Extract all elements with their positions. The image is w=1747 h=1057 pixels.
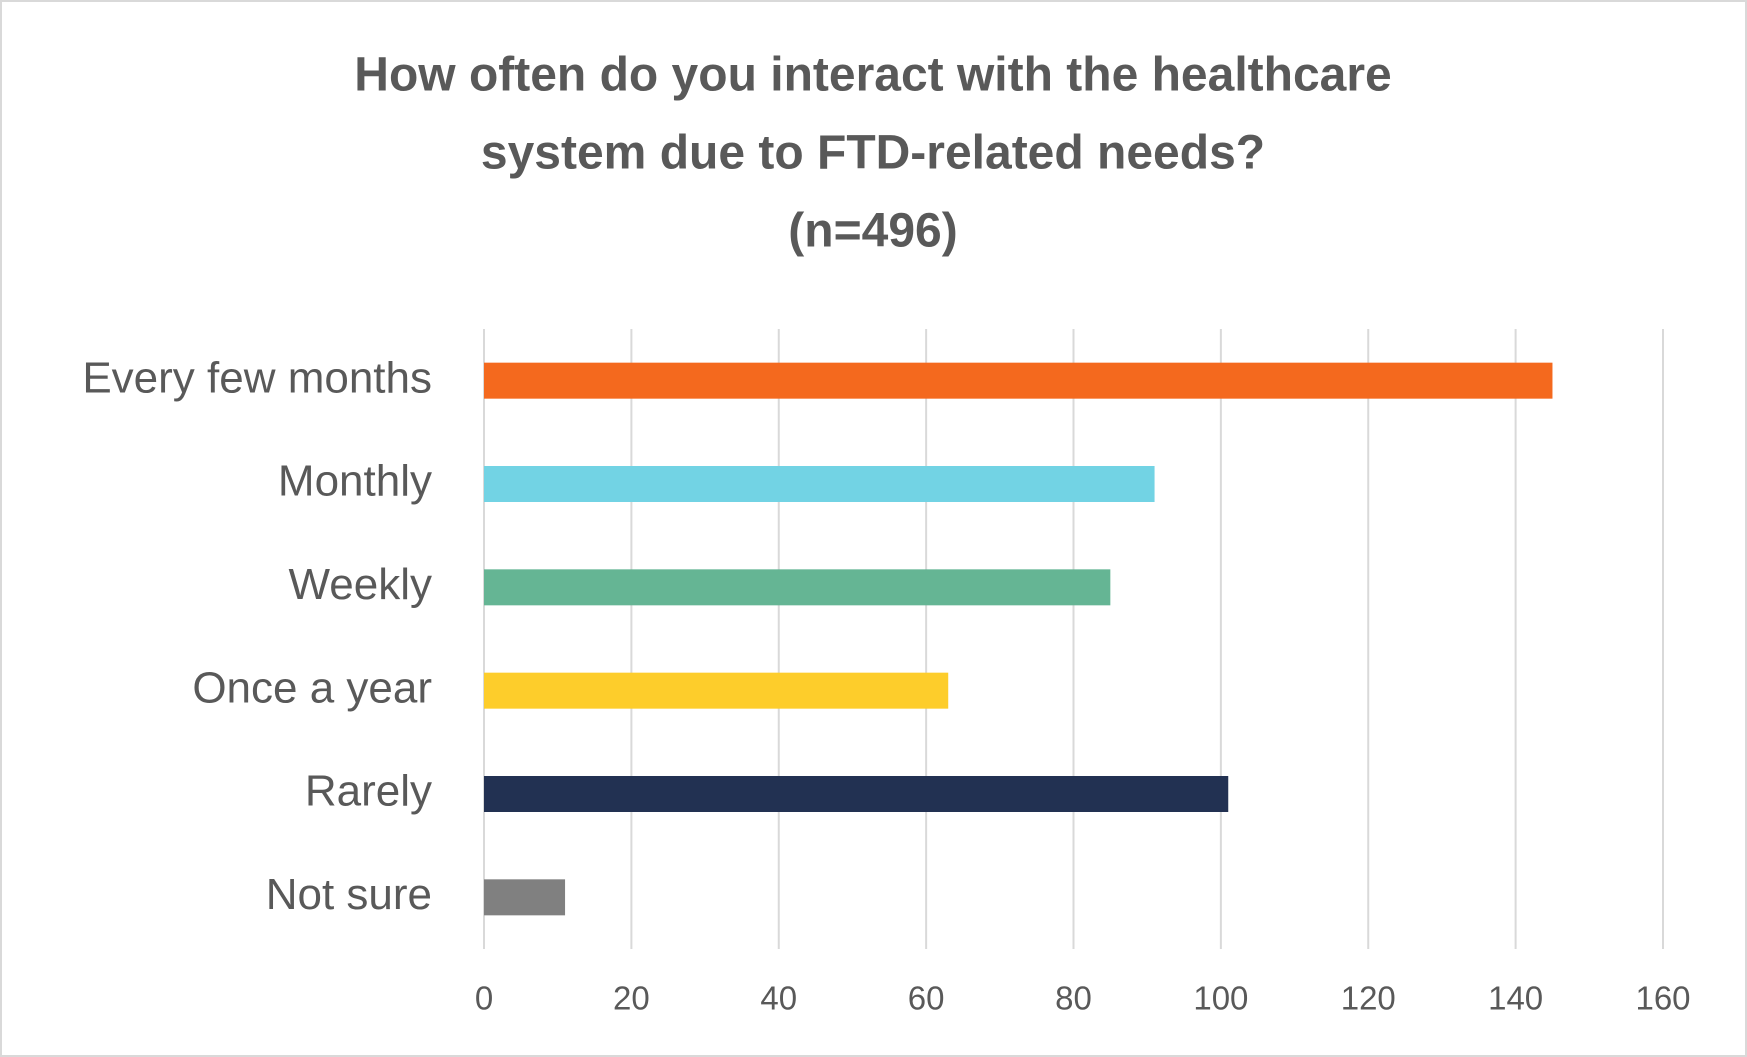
bar (484, 879, 566, 916)
bar (484, 672, 949, 709)
y-tick-label: Rarely (305, 767, 432, 816)
x-tick-label: 120 (1341, 980, 1396, 1017)
x-tick-label: 60 (908, 980, 945, 1017)
chart-title: (n=496) (788, 205, 957, 258)
x-tick-label: 80 (1055, 980, 1092, 1017)
bar (484, 466, 1155, 502)
bar (484, 362, 1553, 399)
x-tick-label: 140 (1488, 980, 1543, 1017)
y-tick-label: Once a year (192, 663, 432, 712)
y-tick-label: Monthly (278, 457, 432, 506)
x-tick-label: 0 (475, 980, 493, 1017)
y-tick-label: Weekly (289, 560, 432, 609)
x-tick-label: 20 (613, 980, 650, 1017)
chart-title: How often do you interact with the healt… (354, 49, 1391, 102)
chart-title: system due to FTD-related needs? (481, 127, 1265, 180)
y-tick-label: Every few months (82, 353, 432, 402)
x-tick-label: 40 (760, 980, 797, 1017)
bar (484, 569, 1111, 606)
x-tick-label: 160 (1635, 980, 1690, 1017)
x-tick-label: 100 (1193, 980, 1248, 1017)
bar (484, 776, 1229, 812)
y-tick-label: Not sure (266, 870, 432, 919)
